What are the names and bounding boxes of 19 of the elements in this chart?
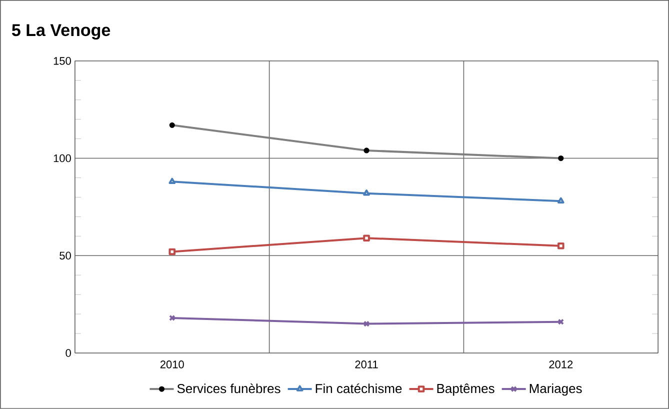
x-tick-label: 2012 bbox=[549, 360, 573, 368]
y-tick-label: 50 bbox=[60, 252, 71, 260]
y-tick-label: 150 bbox=[54, 57, 71, 65]
point bbox=[363, 234, 370, 242]
point bbox=[168, 178, 176, 184]
point bbox=[363, 190, 370, 196]
legend-label: Baptêmes bbox=[437, 384, 494, 396]
x-tick-label: 2010 bbox=[160, 360, 184, 368]
legend-label: Mariages bbox=[530, 384, 582, 396]
point bbox=[168, 248, 176, 256]
point bbox=[363, 320, 370, 327]
y-tick-label: 0 bbox=[66, 349, 71, 357]
legend-label: Services funèbres bbox=[177, 384, 280, 394]
x-tick-label: 2011 bbox=[355, 360, 378, 368]
y-tick-label: 100 bbox=[54, 154, 71, 162]
chart-title: 5 La Venoge bbox=[12, 24, 110, 40]
legend-label: Fin catéchisme bbox=[316, 384, 402, 394]
point bbox=[558, 242, 564, 250]
point bbox=[557, 197, 564, 204]
